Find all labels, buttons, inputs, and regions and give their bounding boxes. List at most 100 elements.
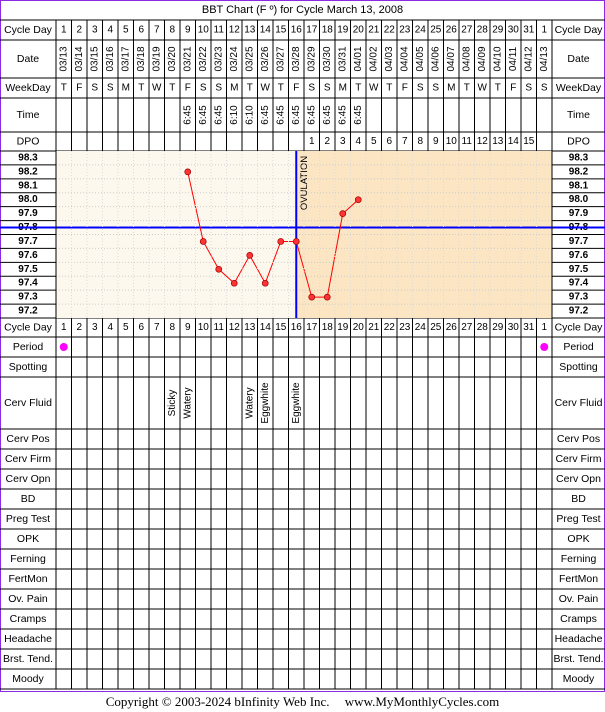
weekday-cell: M [447, 83, 455, 94]
weekday-cell: M [230, 83, 238, 94]
temperature-point [261, 279, 269, 287]
weekday-cell: S [91, 83, 98, 94]
cycle-day-cell: 9 [185, 25, 191, 36]
fertmon-row-label-left: FertMon [8, 573, 47, 585]
cycle-day-cell-bottom: 16 [291, 322, 303, 333]
weekday-cell: S [200, 83, 207, 94]
weekday-cell: S [107, 83, 114, 94]
temp-tick-label-right: 97.9 [569, 208, 589, 219]
cycle-day-cell-bottom: 18 [322, 322, 334, 333]
time-cell: 6:45 [213, 105, 224, 125]
temp-tick-label-left: 97.4 [18, 278, 38, 289]
cycle-day-cell-bottom: 28 [477, 322, 489, 333]
fertmon-row-label-right: FertMon [559, 573, 598, 585]
date-cell: 03/25 [244, 46, 255, 71]
cycle-day-cell-bottom: 31 [523, 322, 535, 333]
temp-tick-label-right: 98.1 [569, 180, 589, 191]
footer: Copyright © 2003-2024 bInfinity Web Inc.… [0, 692, 605, 712]
date-cell: 04/11 [508, 46, 519, 71]
cycle-day-cell: 6 [138, 25, 144, 36]
date-cell: 03/15 [89, 46, 100, 71]
temperature-point [215, 265, 223, 273]
temperature-point [354, 196, 362, 204]
temp-tick-label-left: 97.5 [18, 264, 38, 275]
weekday-cell: T [495, 83, 501, 94]
cycle-day-cell: 30 [508, 25, 520, 36]
opk-row-label-right: OPK [567, 533, 589, 545]
cycle-day-label-left: Cycle Day [4, 24, 53, 36]
moody-row-label-right: Moody [563, 673, 595, 685]
cycle-day-cell: 23 [399, 25, 411, 36]
dpo-cell: 9 [433, 136, 439, 147]
cervical-fluid-entry: Eggwhite [260, 382, 271, 424]
dpo-cell: 6 [386, 136, 392, 147]
cycle-day-cell: 8 [169, 25, 175, 36]
temp-tick-label-right: 97.7 [569, 236, 589, 247]
temp-tick-label-left: 98.1 [18, 180, 38, 191]
date-cell: 03/13 [58, 46, 69, 71]
dpo-cell: 10 [446, 136, 458, 147]
temperature-point [277, 238, 285, 245]
chart-title: BBT Chart (F º) for Cycle March 13, 2008 [202, 4, 403, 16]
bbt-chart: BBT Chart (F º) for Cycle March 13, 2008… [0, 0, 605, 692]
date-label-left: Date [17, 53, 39, 65]
cycle-day-bottom-label-left: Cycle Day [4, 322, 53, 334]
cycle-day-cell: 1 [61, 25, 67, 36]
cycle-day-cell-bottom: 8 [169, 322, 175, 333]
ovulation-label: OVULATION [299, 156, 310, 210]
cycle-day-cell: 1 [541, 25, 547, 36]
headache-row-label-left: Headache [4, 633, 52, 645]
temperature-point [308, 293, 316, 301]
spotting-row-label-right: Spotting [559, 361, 598, 373]
cycle-day-cell-bottom: 5 [123, 322, 129, 333]
weekday-cell: T [247, 83, 253, 94]
date-cell: 03/18 [136, 46, 147, 71]
cycle-day-cell-bottom: 13 [244, 322, 256, 333]
weekday-cell: T [169, 83, 175, 94]
temperature-point [199, 238, 207, 245]
date-cell: 04/13 [539, 46, 550, 71]
cycle-day-cell: 29 [492, 25, 504, 36]
weekday-cell: W [261, 83, 271, 94]
cerv-opn-row-label-right: Cerv Opn [556, 473, 601, 485]
period-row-label-left: Period [13, 341, 44, 353]
cycle-day-cell-bottom: 11 [214, 322, 225, 333]
cramps-row-label-left: Cramps [10, 613, 47, 625]
cycle-day-cell-bottom: 1 [61, 322, 67, 333]
cycle-day-cell-bottom: 20 [353, 322, 365, 333]
dpo-cell: 4 [355, 136, 361, 147]
date-cell: 03/14 [74, 46, 85, 71]
temp-tick-label-left: 97.2 [18, 306, 38, 317]
cycle-day-cell: 24 [415, 25, 427, 36]
temperature-point [230, 279, 238, 287]
date-cell: 03/29 [306, 46, 317, 71]
period-dot [540, 343, 549, 351]
cycle-day-label-right: Cycle Day [555, 24, 604, 36]
site-link[interactable]: www.MyMonthlyCycles.com [344, 694, 500, 709]
dpo-cell: 8 [417, 136, 423, 147]
weekday-cell: W [369, 83, 379, 94]
cycle-day-cell: 5 [123, 25, 129, 36]
time-label-right: Time [567, 109, 590, 121]
dpo-label-right: DPO [567, 136, 590, 148]
cycle-day-cell: 27 [461, 25, 473, 36]
temp-tick-label-right: 97.4 [569, 278, 589, 289]
ferning-row-label-right: Ferning [561, 553, 597, 565]
opk-row-label-left: OPK [17, 533, 39, 545]
dpo-cell: 5 [371, 136, 377, 147]
temperature-point [246, 252, 254, 259]
cycle-day-cell-bottom: 15 [275, 322, 287, 333]
cerv-opn-row-label-left: Cerv Opn [6, 473, 51, 485]
date-cell: 04/01 [353, 46, 364, 71]
time-label-left: Time [17, 109, 40, 121]
cycle-day-cell: 2 [76, 25, 82, 36]
preg-test-row-label-right: Preg Test [556, 513, 600, 525]
date-cell: 04/12 [523, 46, 534, 71]
date-cell: 03/28 [291, 46, 302, 71]
weekday-cell: S [525, 83, 532, 94]
cycle-day-cell: 31 [523, 25, 535, 36]
date-cell: 04/08 [461, 46, 472, 71]
weekday-cell: T [386, 83, 392, 94]
cycle-day-cell-bottom: 1 [541, 322, 547, 333]
